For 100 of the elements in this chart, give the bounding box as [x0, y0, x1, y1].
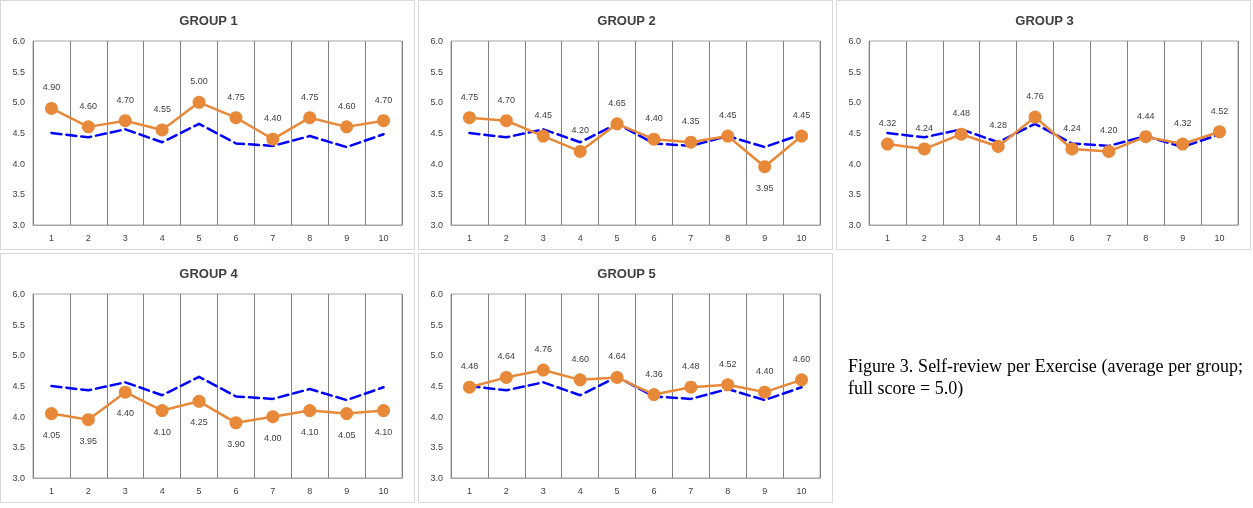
- data-label: 4.40: [264, 113, 282, 124]
- x-tick-label: 10: [378, 232, 389, 243]
- x-tick-label: 4: [159, 232, 165, 243]
- point: [684, 380, 698, 394]
- data-label: 4.40: [755, 366, 774, 377]
- x-tick-label: 3: [540, 232, 546, 243]
- point: [499, 114, 513, 128]
- point: [573, 373, 587, 387]
- y-tick-label: 4.5: [12, 128, 25, 138]
- data-label: 4.05: [337, 429, 356, 440]
- point: [266, 132, 280, 146]
- y-tick-label: 4.0: [12, 158, 25, 169]
- y-tick-label: 6.0: [430, 36, 443, 46]
- y-tick-label: 5.0: [430, 97, 443, 108]
- y-tick-label: 4.0: [430, 411, 443, 422]
- x-tick-label: 8: [307, 485, 313, 496]
- point: [81, 413, 95, 427]
- point: [462, 111, 476, 125]
- y-tick-label: 5.5: [430, 66, 443, 77]
- data-label: 3.95: [79, 435, 98, 446]
- data-label: 4.10: [374, 426, 393, 437]
- point: [229, 416, 243, 430]
- y-tick-label: 3.0: [848, 220, 861, 230]
- data-label: 4.10: [300, 426, 319, 437]
- x-tick-label: 5: [614, 485, 620, 496]
- x-tick-label: 3: [540, 485, 546, 496]
- y-tick-label: 4.0: [12, 411, 25, 422]
- point: [610, 117, 624, 131]
- x-tick-label: 9: [344, 485, 350, 496]
- x-tick-label: 5: [1032, 232, 1038, 243]
- point: [155, 123, 169, 137]
- data-label: 4.24: [915, 122, 934, 133]
- point: [118, 385, 132, 399]
- data-label: 4.35: [682, 116, 700, 127]
- y-tick-label: 3.0: [12, 473, 25, 483]
- x-tick-label: 6: [1069, 232, 1075, 243]
- data-label: 4.36: [645, 368, 663, 379]
- x-tick-label: 4: [995, 232, 1001, 243]
- x-tick-label: 2: [921, 232, 927, 243]
- point: [795, 373, 809, 387]
- data-label: 4.44: [1136, 110, 1155, 121]
- x-tick-label: 9: [762, 485, 768, 496]
- x-tick-label: 2: [85, 232, 91, 243]
- y-tick-label: 3.0: [430, 220, 443, 230]
- y-tick-label: 4.5: [848, 128, 861, 138]
- data-label: 4.32: [878, 118, 897, 129]
- point: [192, 95, 206, 109]
- data-label: 4.70: [374, 94, 393, 105]
- x-tick-label: 6: [233, 232, 239, 243]
- x-tick-label: 8: [725, 485, 731, 496]
- x-tick-label: 10: [796, 232, 807, 243]
- data-label: 4.48: [682, 361, 700, 372]
- point: [1176, 137, 1190, 151]
- data-label: 4.75: [460, 91, 479, 102]
- data-label: 4.00: [264, 432, 282, 443]
- data-label: 5.00: [190, 76, 208, 87]
- x-tick-label: 3: [122, 232, 128, 243]
- data-label: 4.70: [497, 94, 516, 105]
- point: [721, 378, 735, 392]
- data-label: 4.45: [792, 110, 811, 121]
- x-tick-label: 7: [688, 232, 694, 243]
- data-label: 4.10: [153, 426, 171, 437]
- x-tick-label: 8: [307, 232, 313, 243]
- x-tick-label: 5: [196, 232, 202, 243]
- y-tick-label: 3.5: [430, 442, 443, 453]
- x-tick-label: 1: [884, 232, 890, 243]
- point: [155, 404, 169, 418]
- x-tick-label: 9: [1180, 232, 1186, 243]
- data-label: 3.90: [227, 438, 245, 449]
- point: [684, 135, 698, 149]
- x-tick-label: 8: [725, 232, 731, 243]
- point: [536, 363, 550, 377]
- x-tick-label: 3: [122, 485, 128, 496]
- y-tick-label: 6.0: [12, 289, 25, 299]
- y-tick-label: 5.0: [12, 350, 25, 361]
- point: [573, 144, 587, 158]
- x-tick-label: 1: [466, 232, 472, 243]
- x-tick-label: 6: [651, 485, 657, 496]
- chart-title: GROUP 2: [597, 13, 656, 28]
- point: [1065, 142, 1079, 156]
- y-tick-label: 4.5: [430, 128, 443, 138]
- x-tick-label: 5: [196, 485, 202, 496]
- x-tick-label: 6: [233, 485, 239, 496]
- data-label: 4.64: [497, 351, 516, 362]
- y-tick-label: 3.0: [430, 473, 443, 483]
- y-tick-label: 5.0: [12, 97, 25, 108]
- x-tick-label: 10: [796, 485, 807, 496]
- point: [81, 120, 95, 134]
- point: [610, 370, 624, 384]
- data-label: 4.48: [460, 361, 479, 372]
- point: [1028, 110, 1042, 124]
- x-tick-label: 9: [762, 232, 768, 243]
- point: [303, 111, 317, 125]
- y-tick-label: 3.5: [12, 442, 25, 453]
- y-tick-label: 3.0: [12, 220, 25, 230]
- point: [647, 388, 661, 402]
- x-tick-label: 1: [48, 232, 54, 243]
- data-label: 4.60: [792, 353, 811, 364]
- y-tick-label: 3.5: [848, 189, 861, 200]
- point: [44, 101, 58, 115]
